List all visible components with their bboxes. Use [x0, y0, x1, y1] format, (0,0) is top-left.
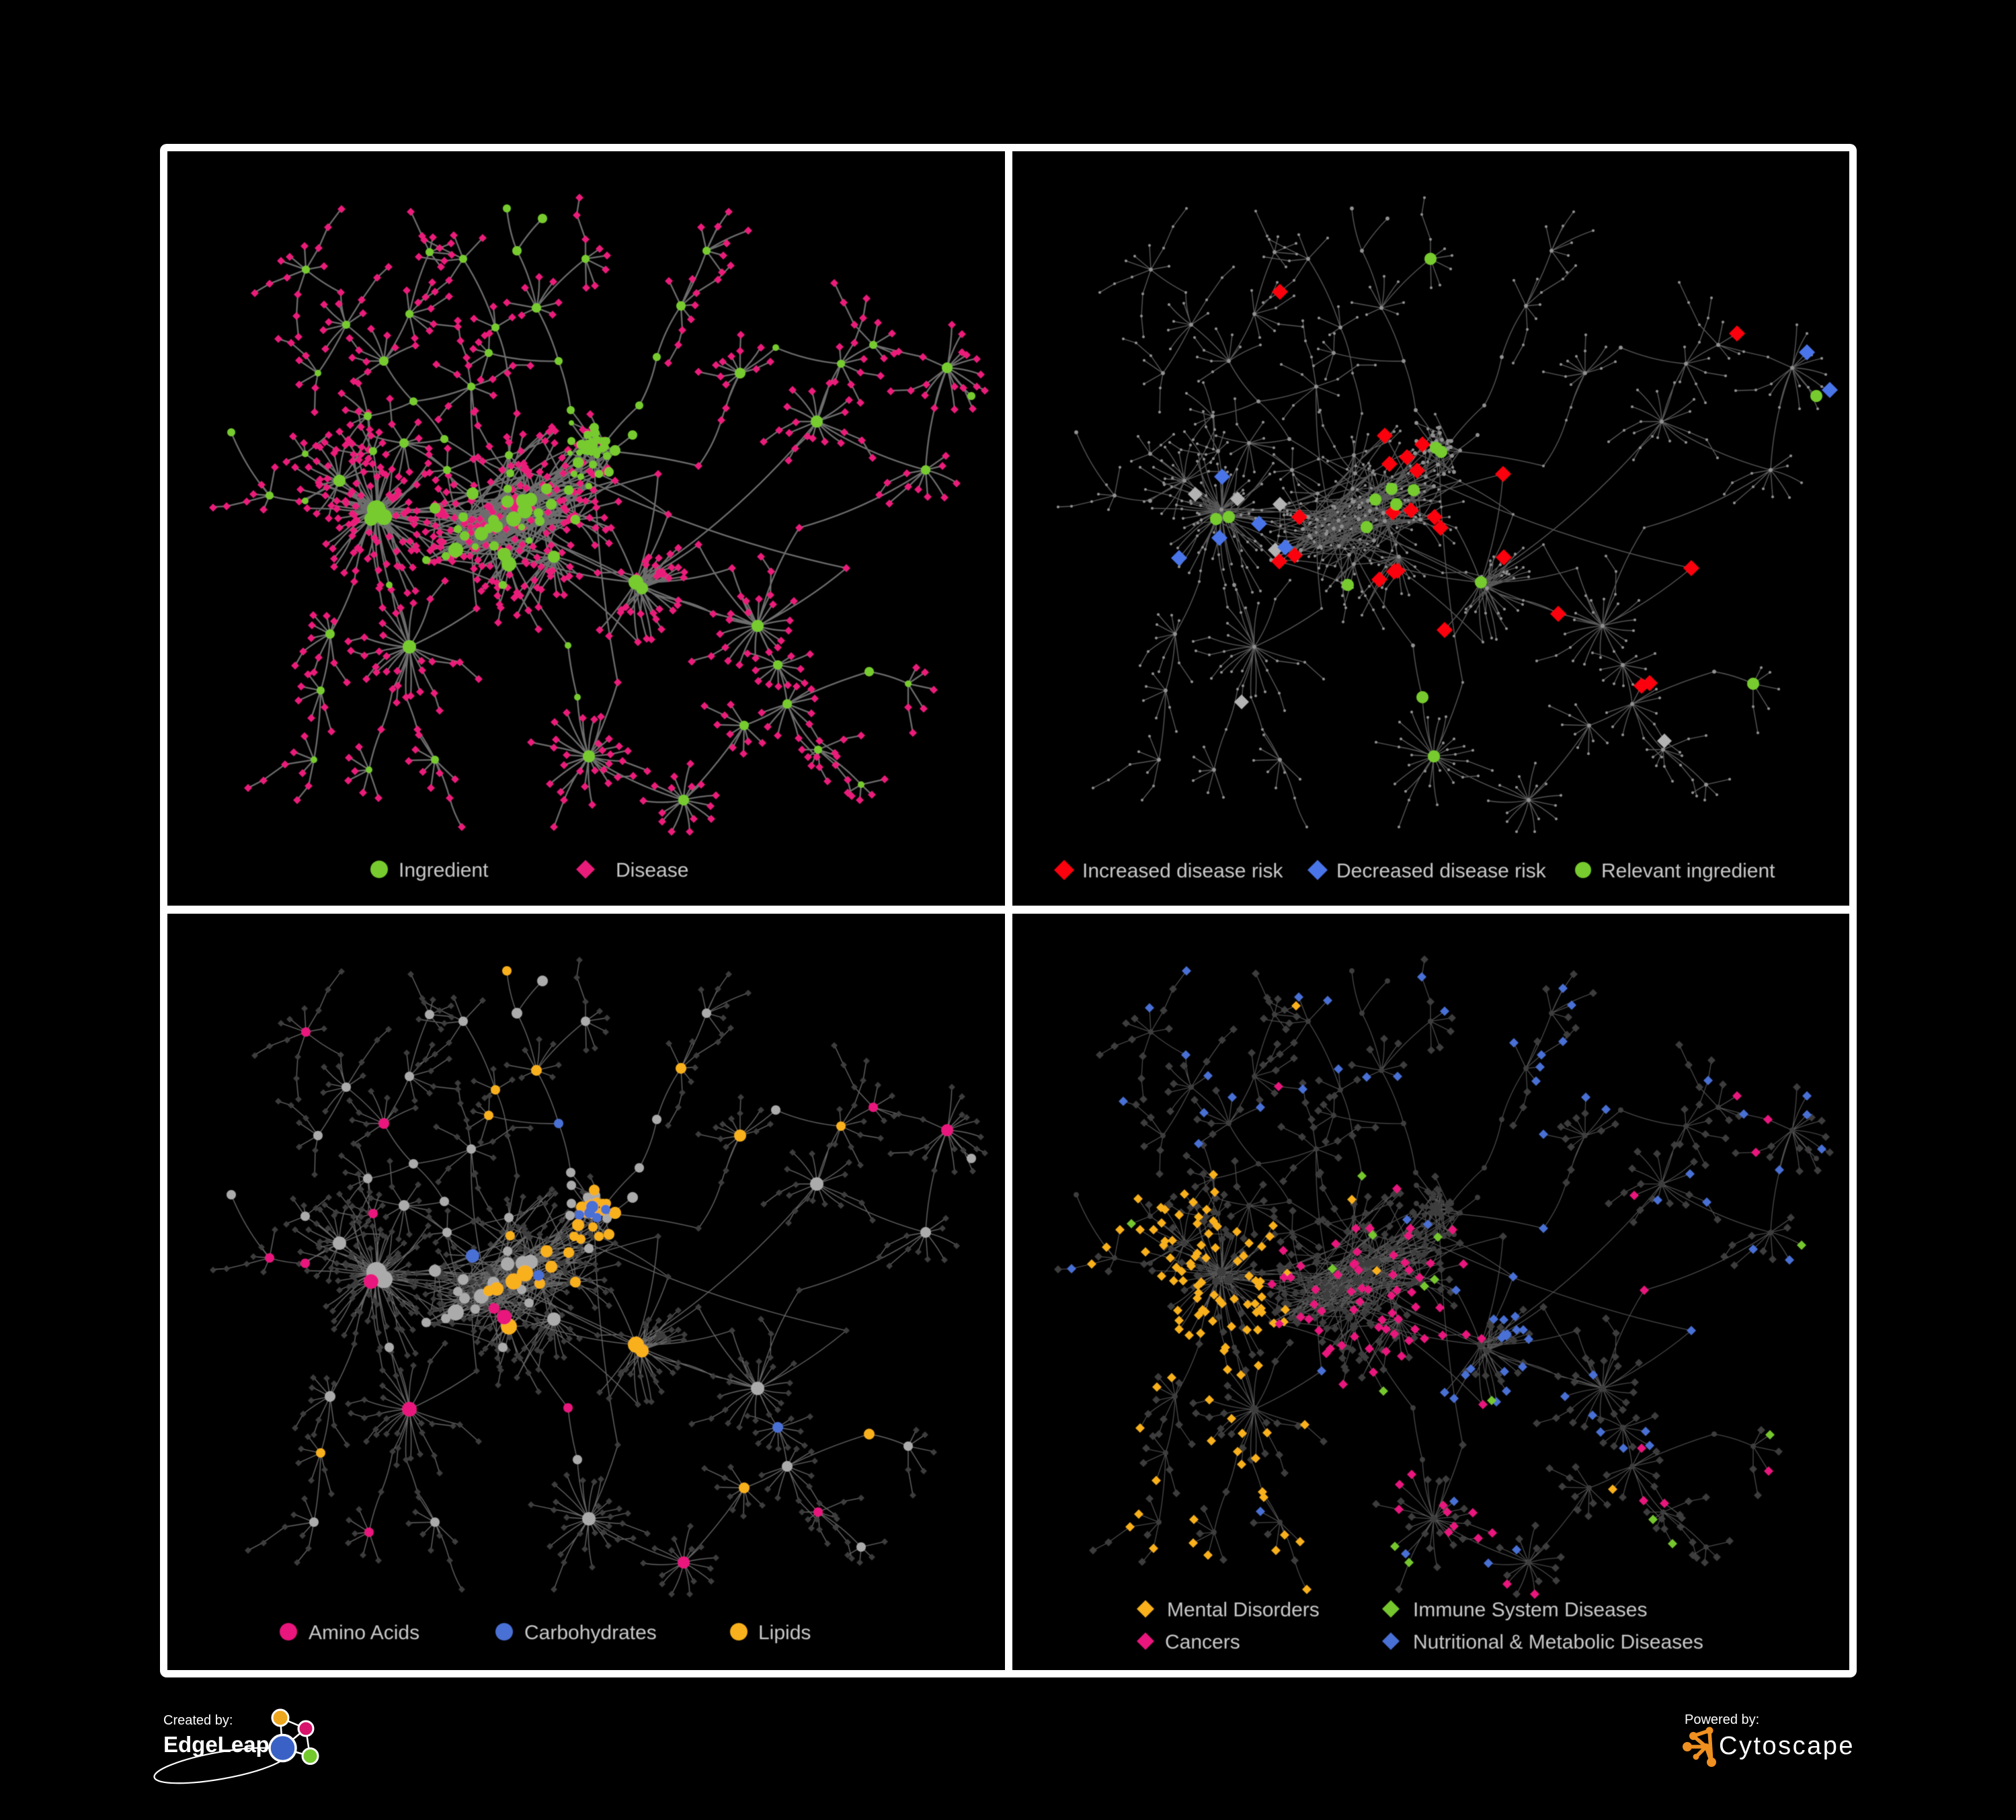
svg-text:Created by:: Created by: [163, 1713, 233, 1728]
svg-text:Powered by:: Powered by: [1685, 1712, 1759, 1727]
svg-text:Mental Disorders: Mental Disorders [1167, 1599, 1320, 1621]
svg-text:Disease: Disease [616, 859, 688, 881]
svg-text:Increased disease risk: Increased disease risk [1082, 860, 1283, 882]
svg-text:Decreased disease risk: Decreased disease risk [1336, 860, 1547, 882]
svg-text:Relevant ingredient: Relevant ingredient [1601, 860, 1775, 882]
svg-text:Nutritional & Metabolic Diseas: Nutritional & Metabolic Diseases [1413, 1631, 1703, 1653]
svg-text:EdgeLeap: EdgeLeap [163, 1732, 270, 1757]
svg-text:Immune System Diseases: Immune System Diseases [1413, 1599, 1647, 1621]
svg-text:Cytoscape: Cytoscape [1719, 1732, 1855, 1760]
svg-text:Lipids: Lipids [758, 1622, 811, 1644]
svg-text:Cancers: Cancers [1165, 1631, 1240, 1653]
svg-text:Carbohydrates: Carbohydrates [524, 1622, 657, 1644]
svg-text:Ingredient: Ingredient [399, 859, 489, 881]
svg-text:Amino Acids: Amino Acids [309, 1622, 419, 1644]
